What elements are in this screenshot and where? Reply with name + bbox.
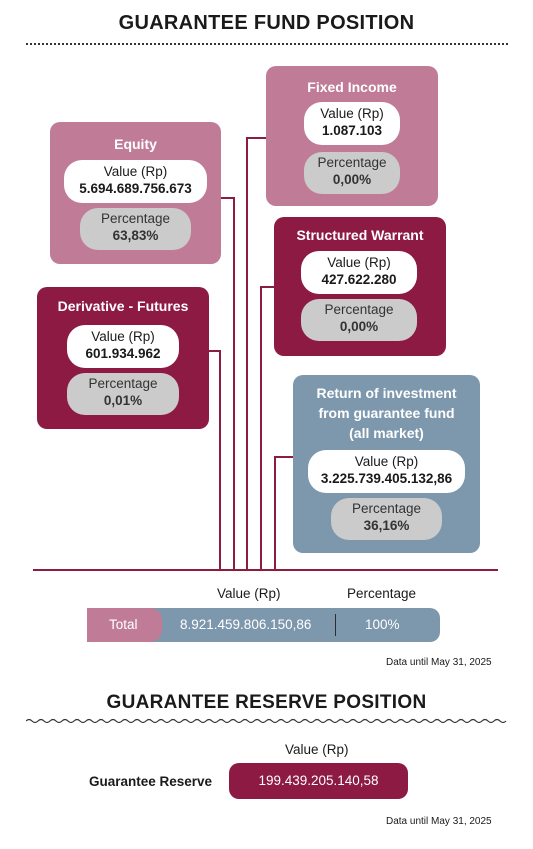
return-investment-value-pill: Value (Rp) 3.225.739.405.132,86: [308, 450, 465, 493]
derivative-futures-pct-label: Percentage: [88, 376, 158, 391]
fixed-income-title: Fixed Income: [307, 79, 397, 95]
derivative-futures-value-pill: Value (Rp) 601.934.962: [67, 325, 179, 368]
total-pct-header: Percentage: [347, 586, 417, 601]
derivative-futures-pct-pill: Percentage 0,01%: [67, 373, 179, 415]
equity-pct-label: Percentage: [100, 211, 171, 226]
structured-warrant-title: Structured Warrant: [296, 227, 424, 243]
equity-pct: 63,83%: [112, 228, 159, 243]
structured-warrant-pct: 0,00%: [339, 319, 379, 334]
equity-title: Equity: [114, 136, 157, 152]
title-divider: [26, 43, 508, 45]
structured-warrant-value-label: Value (Rp): [327, 255, 391, 270]
reserve-title: GUARANTEE RESERVE POSITION: [106, 692, 427, 713]
reserve-value-box: 199.439.205.140,58: [229, 763, 408, 799]
reserve-value: 199.439.205.140,58: [258, 773, 379, 788]
structured-warrant-pct-label: Percentage: [324, 302, 394, 317]
derivative-futures-card: Derivative - Futures Value (Rp) 601.934.…: [37, 287, 209, 429]
return-investment-card: Return of investment from guarantee fund…: [293, 375, 480, 553]
fund-data-note: Data until May 31, 2025: [386, 657, 492, 668]
reserve-label: Guarantee Reserve: [89, 774, 213, 789]
fixed-income-value-pill: Value (Rp) 1.087.103: [304, 102, 400, 145]
fixed-income-value: 1.087.103: [321, 123, 383, 138]
return-investment-title-3: (all market): [349, 425, 424, 441]
derivative-futures-value-label: Value (Rp): [91, 329, 155, 344]
structured-warrant-value-pill: Value (Rp) 427.622.280: [301, 251, 417, 294]
derivative-futures-value: 601.934.962: [85, 346, 161, 361]
equity-value: 5.694.689.756.673: [79, 181, 192, 196]
reserve-title-divider: [26, 718, 507, 724]
derivative-futures-pct: 0,01%: [103, 393, 143, 408]
structured-warrant-pct-pill: Percentage 0,00%: [301, 299, 417, 341]
fixed-income-pct-label: Percentage: [317, 155, 387, 170]
return-investment-pct-label: Percentage: [351, 501, 422, 516]
return-investment-title-2: from guarantee fund: [318, 405, 455, 421]
derivative-futures-title: Derivative - Futures: [57, 298, 189, 314]
fixed-income-value-label: Value (Rp): [320, 106, 384, 121]
return-investment-pct: 36,16%: [363, 518, 410, 533]
total-value: 8.921.459.806.150,86: [180, 617, 312, 632]
reserve-data-note: Data until May 31, 2025: [386, 816, 492, 827]
fixed-income-pct-pill: Percentage 0,00%: [304, 152, 400, 194]
total-value-header: Value (Rp): [217, 586, 281, 601]
structured-warrant-card: Structured Warrant Value (Rp) 427.622.28…: [274, 217, 446, 356]
reserve-value-header: Value (Rp): [285, 742, 349, 757]
return-investment-value-label: Value (Rp): [354, 454, 419, 469]
structured-warrant-value: 427.622.280: [321, 272, 397, 287]
total-divider: [335, 614, 336, 636]
return-investment-title-1: Return of investment: [316, 385, 457, 401]
fixed-income-pct: 0,00%: [332, 172, 372, 187]
return-investment-pct-pill: Percentage 36,16%: [331, 498, 442, 540]
fixed-income-card: Fixed Income Value (Rp) 1.087.103 Percen…: [266, 66, 438, 206]
return-investment-value: 3.225.739.405.132,86: [320, 471, 453, 486]
total-label-block: [87, 608, 162, 642]
equity-pct-pill: Percentage 63,83%: [80, 208, 191, 250]
total-pct: 100%: [365, 617, 400, 632]
fund-title: GUARANTEE FUND POSITION: [118, 12, 415, 34]
equity-card: Equity Value (Rp) 5.694.689.756.673 Perc…: [50, 122, 221, 264]
total-bar: Total 8.921.459.806.150,86 100%: [87, 608, 440, 642]
equity-value-pill: Value (Rp) 5.694.689.756.673: [64, 160, 207, 203]
total-label: Total: [109, 617, 138, 632]
equity-value-label: Value (Rp): [103, 164, 168, 179]
